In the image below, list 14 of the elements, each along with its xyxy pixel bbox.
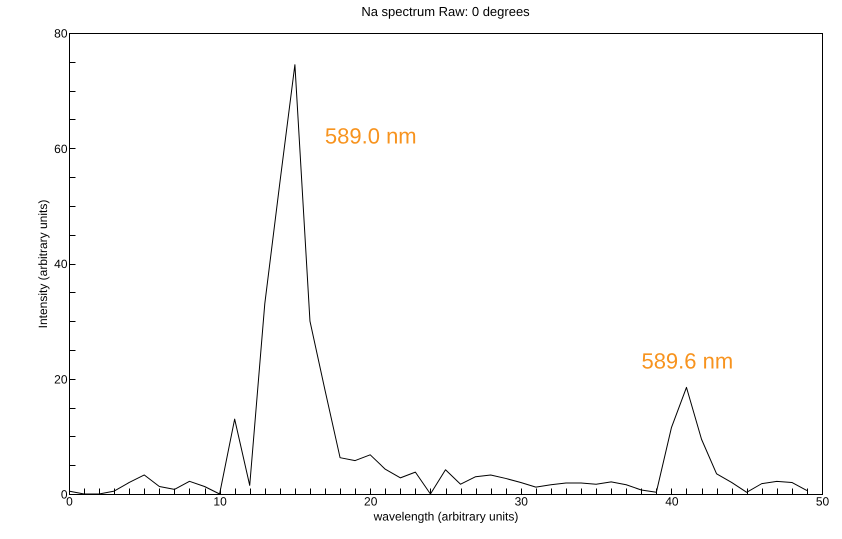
- x-tick-label: 40: [665, 494, 679, 508]
- x-tick-label: 10: [213, 494, 228, 508]
- x-axis-title: wavelength (arbitrary units): [372, 510, 518, 524]
- x-tick-label: 20: [364, 494, 378, 508]
- y-axis-title: Intensity (arbitrary units): [36, 200, 50, 328]
- x-tick-label: 50: [816, 494, 830, 508]
- annotation: 589.6 nm: [641, 348, 734, 374]
- x-tick-label: 30: [514, 494, 528, 508]
- annotation: 589.0 nm: [324, 124, 417, 149]
- chart-title: Na spectrum Raw: 0 degrees: [361, 4, 530, 19]
- y-tick-label: 80: [54, 26, 68, 40]
- y-tick-label: 40: [54, 257, 68, 271]
- y-tick-label: 60: [54, 142, 68, 156]
- y-tick-label: 20: [54, 372, 68, 386]
